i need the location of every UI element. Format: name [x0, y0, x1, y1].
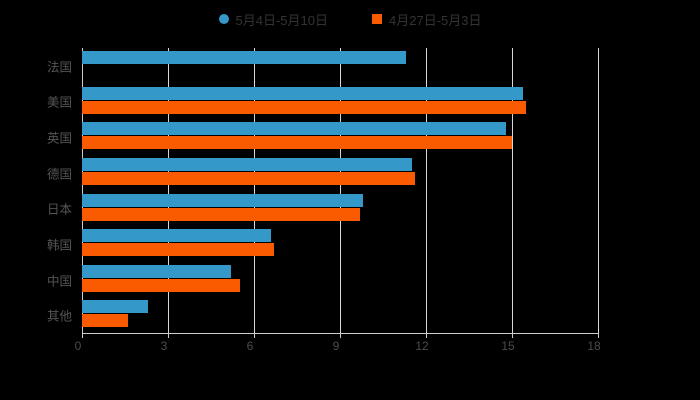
- legend-label-series-1: 5月4日-5月10日: [235, 12, 328, 28]
- x-tick-label: 6: [246, 339, 254, 353]
- bar-row: [82, 119, 598, 155]
- legend-item-series-1[interactable]: 5月4日-5月10日: [218, 10, 328, 29]
- bar-row: [82, 191, 598, 227]
- gridline: [426, 48, 427, 333]
- y-tick-label: 美国: [46, 95, 72, 110]
- legend-item-series-2[interactable]: 4月27日-5月3日: [372, 10, 481, 29]
- bar-primary[interactable]: [82, 300, 148, 314]
- x-tick-label: 0: [74, 339, 82, 353]
- x-tick-label: 12: [415, 339, 429, 353]
- bar-secondary[interactable]: [82, 136, 512, 150]
- y-tick-label: 英国: [46, 131, 72, 146]
- bar-primary[interactable]: [82, 122, 507, 136]
- y-tick-label: 日本: [46, 202, 72, 217]
- x-tick-label: 3: [160, 339, 168, 353]
- bar-primary[interactable]: [82, 51, 406, 64]
- x-tick-label: 18: [587, 339, 601, 353]
- bar-secondary[interactable]: [82, 100, 527, 114]
- bar-primary[interactable]: [82, 229, 272, 243]
- bar-secondary[interactable]: [82, 314, 128, 328]
- plot-area: [82, 48, 599, 333]
- x-tick-mark: [512, 333, 513, 338]
- x-tick-label: 9: [332, 339, 340, 353]
- gridline: [254, 48, 255, 333]
- x-tick-mark: [82, 333, 83, 338]
- x-tick-mark: [598, 333, 599, 338]
- x-tick-mark: [426, 333, 427, 338]
- bar-row: [82, 226, 598, 262]
- x-tick-mark: [168, 333, 169, 338]
- bar-row: [82, 262, 598, 298]
- y-tick-label: 其他: [46, 309, 72, 324]
- bar-row: [82, 155, 598, 191]
- circle-marker-icon: [218, 14, 229, 24]
- x-tick-mark: [254, 333, 255, 338]
- gridline: [598, 48, 599, 333]
- x-tick-label: 15: [501, 339, 515, 353]
- y-tick-label: 韩国: [46, 238, 72, 253]
- bar-primary[interactable]: [82, 193, 363, 207]
- square-marker-icon: [372, 14, 382, 24]
- gridline: [340, 48, 341, 333]
- y-tick-label: 中国: [46, 274, 72, 289]
- y-tick-label: 德国: [46, 167, 72, 182]
- legend-label-series-2: 4月27日-5月3日: [389, 12, 482, 28]
- bar-secondary[interactable]: [82, 278, 240, 292]
- gridline: [82, 48, 83, 333]
- bar-primary[interactable]: [82, 157, 412, 171]
- y-tick-label: 法国: [46, 60, 72, 75]
- bar-primary[interactable]: [82, 86, 524, 100]
- bar-secondary[interactable]: [82, 171, 415, 185]
- bar-row: [82, 297, 598, 333]
- chart-legend: 5月4日-5月10日 4月27日-5月3日: [0, 6, 700, 32]
- bar-secondary[interactable]: [82, 243, 275, 257]
- gridline: [512, 48, 513, 333]
- bar-primary[interactable]: [82, 264, 232, 278]
- bar-secondary[interactable]: [82, 207, 361, 221]
- bar-row: [82, 84, 598, 120]
- gridline: [168, 48, 169, 333]
- x-tick-mark: [340, 333, 341, 338]
- bar-row: [82, 48, 598, 84]
